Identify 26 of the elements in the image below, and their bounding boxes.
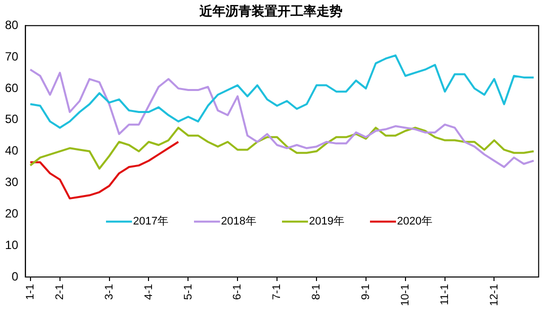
- chart-title: 近年沥青装置开工率走势: [198, 3, 342, 18]
- x-tick-label: 4-1: [142, 284, 155, 300]
- y-tick-label: 40: [4, 144, 19, 158]
- y-tick-label: 60: [4, 80, 19, 95]
- x-tick-label: 8-1: [310, 284, 323, 300]
- x-tick-label: 5-1: [182, 284, 194, 300]
- legend-label: 2019年: [308, 216, 344, 228]
- x-tick-label: 7-1: [271, 284, 284, 300]
- x-tick-label: 11-1: [438, 284, 451, 306]
- legend-label: 2018年: [220, 216, 256, 228]
- x-tick-label: 6-1: [232, 284, 244, 300]
- y-tick-label: 10: [4, 238, 19, 252]
- x-tick-label: 2-1: [54, 284, 66, 300]
- x-tick-label: 12-1: [488, 284, 500, 306]
- y-tick-label: 0: [12, 269, 19, 284]
- x-tick-label: 3-1: [103, 284, 116, 300]
- y-tick-label: 20: [4, 206, 19, 220]
- legend-label: 2017年: [132, 216, 168, 228]
- x-tick-label: 1-1: [24, 284, 36, 300]
- y-tick-label: 70: [4, 49, 19, 64]
- y-tick-label: 30: [4, 175, 19, 190]
- legend-label: 2020年: [396, 216, 432, 228]
- x-tick-label: 9-1: [360, 284, 372, 300]
- y-tick-label: 80: [4, 18, 19, 32]
- x-tick-label: 10-1: [399, 284, 412, 306]
- y-tick-label: 50: [4, 112, 19, 126]
